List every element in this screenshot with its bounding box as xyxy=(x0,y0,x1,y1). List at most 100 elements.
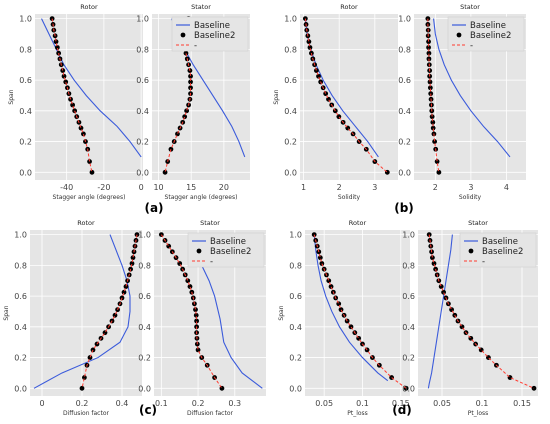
y-tick-label: 1.0 xyxy=(136,15,149,24)
dashed-line xyxy=(51,18,93,173)
x-tick-label: 0.1 xyxy=(356,399,369,408)
baseline2-point xyxy=(430,119,436,125)
x-axis-label: Pt_loss xyxy=(347,410,368,417)
x-tick-label: 0.05 xyxy=(433,399,451,408)
baseline2-point xyxy=(78,125,84,131)
baseline-line xyxy=(427,234,453,389)
legend-baseline2-swatch xyxy=(456,32,462,38)
baseline2-point xyxy=(60,68,66,73)
baseline2-point xyxy=(432,139,438,144)
baseline2-point xyxy=(323,91,329,97)
x-tick-label: 2 xyxy=(433,183,438,192)
subplot-7: 0.05 0.1 0.15 0.0 0.2 0.4 0.6 0.8 1.0 Rotor Pt_los… xyxy=(278,219,410,417)
plot-area xyxy=(305,230,410,396)
y-tick-label: 1.0 xyxy=(289,231,302,240)
y-tick-label: 1.0 xyxy=(19,15,32,24)
y-tick-label: 0.4 xyxy=(14,323,27,332)
y-tick-label: 0.4 xyxy=(138,323,151,332)
x-tick-label: 0.1 xyxy=(155,399,168,408)
baseline2-point xyxy=(162,169,168,175)
x-axis-label: Stagger angle (degrees) xyxy=(53,194,126,201)
baseline2-point xyxy=(61,73,67,79)
baseline2-point xyxy=(441,289,446,295)
x-tick-label: 0.4 xyxy=(116,399,129,408)
y-tick-label: 1.0 xyxy=(138,231,151,240)
baseline2-point xyxy=(430,255,435,261)
baseline2-point xyxy=(326,96,331,102)
y-tick-label: 0.6 xyxy=(402,292,415,301)
y-axis-label: Span xyxy=(273,89,280,104)
baseline2-point xyxy=(436,169,442,175)
y-tick-label: 0.4 xyxy=(402,323,415,332)
y-tick-label: 0.8 xyxy=(138,261,151,270)
baseline2-point xyxy=(449,307,454,313)
plot-area xyxy=(300,14,398,180)
series-group xyxy=(425,16,511,175)
baseline2-point xyxy=(193,307,198,313)
x-tick-label: 0.1 xyxy=(476,399,489,408)
panel-label: (c) xyxy=(139,403,157,417)
y-tick-label: 0.8 xyxy=(14,261,27,270)
y-tick-label: 0.6 xyxy=(136,76,149,85)
series-group xyxy=(302,16,390,175)
baseline2-point xyxy=(184,108,190,114)
y-tick-label: 0.2 xyxy=(19,138,32,147)
y-tick-label: 0.4 xyxy=(398,107,411,116)
y-tick-label: 0.6 xyxy=(284,76,297,85)
baseline2-point xyxy=(427,85,433,91)
x-tick-label: 4 xyxy=(504,183,509,192)
series-group xyxy=(311,232,409,391)
baseline2-point xyxy=(87,159,92,164)
baseline2-point xyxy=(195,347,201,353)
y-tick-label: 0.0 xyxy=(136,168,149,177)
x-tick-label: 0.15 xyxy=(392,399,410,408)
baseline2-point xyxy=(89,169,95,175)
dashed-line xyxy=(427,18,440,173)
baseline2-point xyxy=(129,261,135,266)
y-tick-label: 0.8 xyxy=(136,45,149,54)
baseline2-point xyxy=(177,261,183,266)
subplot-2: 10 15 20 0.0 0.2 0.4 0.6 0.8 1.0 Stator Stagger an… xyxy=(136,3,250,201)
y-tick-label: 0.8 xyxy=(19,45,32,54)
baseline-line xyxy=(33,234,131,389)
x-tick-label: 0 xyxy=(139,183,144,192)
subplot-5: 0 0.2 0.4 0.0 0.2 0.4 0.6 0.8 1.0 Rotor Diffusion … xyxy=(3,219,142,417)
baseline2-point xyxy=(187,284,193,289)
x-axis-label: Diffusion factor xyxy=(187,410,234,417)
legend-entry-label: Baseline2 xyxy=(210,247,251,257)
y-tick-label: 0.0 xyxy=(138,384,151,393)
baseline2-point xyxy=(188,79,193,85)
legend-entry-label: Baseline2 xyxy=(482,247,523,257)
legend-entry-label: Baseline xyxy=(210,237,246,247)
subplot-3: 1 2 3 0.0 0.2 0.4 0.6 0.8 1.0 Rotor Solidity Span xyxy=(273,3,398,201)
subplot-8: 0.05 0.1 0.15 0.0 0.2 0.4 0.6 0.8 1.0 Stator Pt_lo… xyxy=(402,219,538,417)
panel-label: (b) xyxy=(394,201,414,215)
baseline2-point xyxy=(188,85,193,91)
baseline2-point xyxy=(426,50,432,56)
subplot-1: -40 -20 0 0.0 0.2 0.4 0.6 0.8 1.0 Rotor Stagger an… xyxy=(8,3,144,201)
series-group xyxy=(158,232,263,391)
x-tick-label: 0.3 xyxy=(228,399,241,408)
baseline2-point xyxy=(194,318,199,324)
baseline2-point xyxy=(317,255,323,261)
baseline2-point xyxy=(434,159,440,164)
y-tick-label: 0.8 xyxy=(398,45,411,54)
y-tick-label: 0.8 xyxy=(284,45,297,54)
baseline2-point xyxy=(430,125,436,131)
baseline2-point xyxy=(319,261,325,266)
baseline2-point xyxy=(426,39,431,45)
y-tick-label: 1.0 xyxy=(14,231,27,240)
legend-entry-label: Baseline xyxy=(194,21,230,31)
baseline2-point xyxy=(531,385,537,391)
baseline2-point xyxy=(183,50,189,56)
baseline2-point xyxy=(185,278,191,284)
baseline2-point xyxy=(313,68,319,73)
legend-entry-label: Baseline2 xyxy=(194,31,235,41)
x-axis-label: Pt_loss xyxy=(468,410,489,417)
subplot-6: 0.1 0.2 0.3 0.0 0.2 0.4 0.6 0.8 1.0 Stator Diffusi… xyxy=(138,219,266,417)
baseline-line xyxy=(41,18,142,158)
legend-entry-label: - xyxy=(470,41,473,51)
baseline2-point xyxy=(338,307,344,313)
